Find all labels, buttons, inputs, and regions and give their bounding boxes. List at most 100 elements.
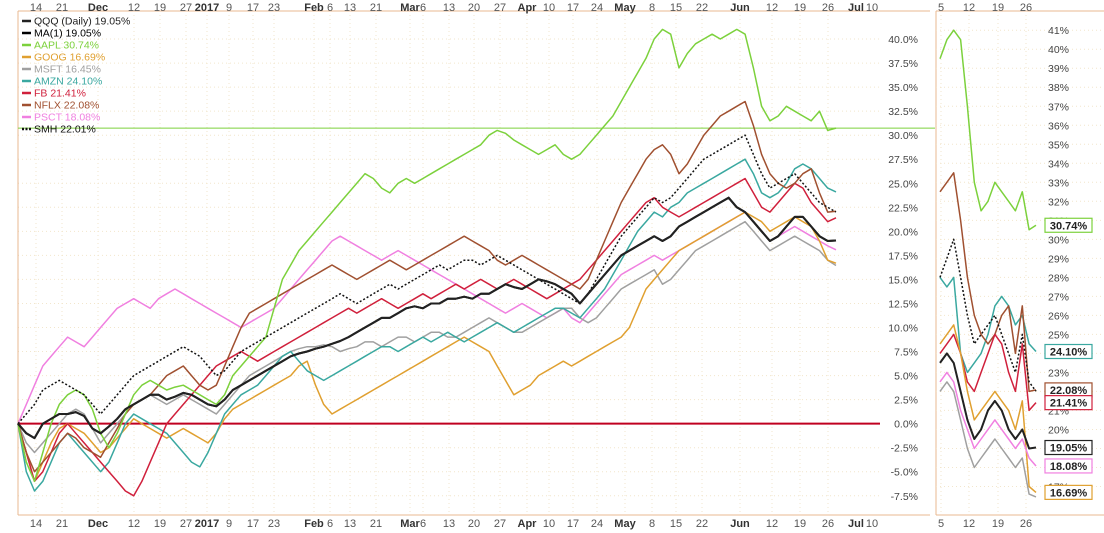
y-tick-label: 0.0%	[894, 419, 918, 431]
zoom-y-tick-label: 30%	[1048, 234, 1069, 246]
x-tick-label-top: 12	[128, 2, 140, 14]
zoom-y-tick-label: 35%	[1048, 139, 1069, 151]
x-tick-label-top: 19	[154, 2, 166, 14]
zoom-series-line-psct	[939, 371, 1037, 467]
x-tick-label-top: 13	[443, 2, 455, 14]
zoom-y-tick-label: 28%	[1048, 272, 1069, 284]
y-tick-label: 12.5%	[888, 298, 918, 310]
zoom-x-tick-label-bottom: 12	[963, 518, 975, 530]
zoom-x-tick-label-bottom: 26	[1020, 518, 1032, 530]
value-tag-label: 21.41%	[1050, 398, 1088, 410]
main-chart-panel: 40.0% 37.5% 35.0% 32.5% 30.0% 27.5% 25.0% 22.5%…	[17, 2, 935, 530]
x-tick-label-top: 17	[567, 2, 579, 14]
zoom-x-tick-label-top: 19	[992, 2, 1004, 14]
legend-item-amzn: AMZN 24.10%	[22, 76, 102, 88]
x-tick-label-bottom: Mar	[400, 518, 420, 530]
x-tick-label-bottom: 19	[154, 518, 166, 530]
y-tick-label: 35.0%	[888, 82, 918, 94]
value-tag-30-74: 30.74%	[1044, 217, 1093, 233]
x-tick-label-bottom: 27	[180, 518, 192, 530]
legend-item-fb: FB 21.41%	[22, 88, 86, 100]
zoom-y-tick-label: 33%	[1048, 177, 1069, 189]
x-tick-label-bottom: 6	[420, 518, 426, 530]
value-tag-label: 18.08%	[1050, 461, 1088, 473]
value-tag-label: 19.05%	[1050, 443, 1088, 455]
zoom-y-tick-label: 20%	[1048, 424, 1069, 436]
legend-item-goog: GOOG 16.69%	[22, 52, 105, 64]
zoom-y-tick-label: 23%	[1048, 367, 1069, 379]
x-tick-label-top: 12	[766, 2, 778, 14]
y-tick-label: 22.5%	[888, 202, 918, 214]
series-line-qqq	[17, 196, 837, 440]
value-tag-18-08: 18.08%	[1044, 458, 1093, 474]
x-tick-label-bottom: Feb	[304, 518, 324, 530]
x-tick-label-top: 13	[344, 2, 356, 14]
zoom-y-tick-label: 40%	[1048, 44, 1069, 56]
x-tick-label-bottom: 20	[468, 518, 480, 530]
x-tick-label-bottom: 21	[56, 518, 68, 530]
x-tick-label-top: 27	[180, 2, 192, 14]
series-line-nflx	[17, 100, 837, 473]
x-tick-label-bottom: 22	[696, 518, 708, 530]
y-tick-label: -2.5%	[891, 443, 918, 455]
x-tick-label-bottom: 26	[822, 518, 834, 530]
y-tick-label: 30.0%	[888, 130, 918, 142]
x-tick-label-bottom: 6	[327, 518, 333, 530]
x-tick-label-bottom: 24	[591, 518, 603, 530]
x-tick-label-bottom: 13	[443, 518, 455, 530]
x-tick-label-bottom: May	[614, 518, 636, 530]
x-tick-label-bottom: 23	[268, 518, 280, 530]
legend-item-smh: SMH 22.01%	[22, 124, 96, 136]
x-tick-label-top: 19	[794, 2, 806, 14]
x-tick-label-top: 20	[468, 2, 480, 14]
x-tick-label-top: Feb	[304, 2, 324, 14]
legend-item-psct: PSCT 18.08%	[22, 112, 100, 124]
zoom-y-tick-label: 38%	[1048, 82, 1069, 94]
y-tick-label: -7.5%	[891, 491, 918, 503]
x-tick-label-top: 2017	[195, 2, 219, 14]
legend-label: PSCT 18.08%	[34, 112, 100, 124]
x-tick-label-top: 6	[420, 2, 426, 14]
legend-label: AAPL 30.74%	[34, 40, 99, 52]
x-tick-label-bottom: 15	[670, 518, 682, 530]
series-line-msft	[17, 220, 837, 454]
value-tag-box	[1044, 343, 1093, 360]
zoom-series-line-goog	[939, 324, 1037, 493]
legend: QQQ (Daily) 19.05%MA(1) 19.05%AAPL 30.74…	[22, 16, 130, 136]
value-tag-22-08: 22.08%	[1044, 382, 1093, 398]
x-tick-label-bottom: 13	[344, 518, 356, 530]
zoom-y-tick-label: 26%	[1048, 310, 1069, 322]
x-tick-label-top: 10	[866, 2, 878, 14]
zoom-y-tick-label: 34%	[1048, 158, 1069, 170]
value-tag-21-41: 21.41%	[1044, 395, 1093, 411]
value-tag-box	[1044, 217, 1093, 233]
x-tick-label-top: Mar	[400, 2, 420, 14]
series-line-aapl	[17, 28, 837, 483]
zoom-x-tick-label-bottom: 5	[938, 518, 944, 530]
zoom-series-line-smh	[939, 238, 1037, 392]
x-tick-label-top: 23	[268, 2, 280, 14]
x-tick-label-bottom: Jul	[848, 518, 864, 530]
y-tick-label: -5.0%	[891, 467, 918, 479]
x-tick-label-bottom: Dec	[88, 518, 108, 530]
x-tick-label-top: 14	[30, 2, 42, 14]
value-tag-19-05: 19.05%	[1044, 439, 1093, 456]
legend-label: MA(1) 19.05%	[34, 28, 101, 40]
y-tick-label: 27.5%	[888, 154, 918, 166]
zoom-x-tick-label-top: 26	[1020, 2, 1032, 14]
legend-label: QQQ (Daily) 19.05%	[34, 16, 130, 28]
x-tick-label-bottom: Apr	[518, 518, 538, 530]
x-tick-label-top: Dec	[88, 2, 108, 14]
series-line-amzn	[17, 158, 837, 492]
x-tick-label-bottom: 10	[866, 518, 878, 530]
y-tick-label: 10.0%	[888, 323, 918, 335]
y-tick-label: 25.0%	[888, 178, 918, 190]
x-tick-label-bottom: 27	[494, 518, 506, 530]
zoom-y-tick-label: 27%	[1048, 291, 1069, 303]
legend-label: MSFT 16.45%	[34, 64, 101, 76]
zoom-series-line-msft	[939, 381, 1037, 498]
y-tick-label: 32.5%	[888, 106, 918, 118]
x-tick-label-bottom: 2017	[195, 518, 219, 530]
x-tick-label-top: 22	[696, 2, 708, 14]
x-tick-label-bottom: 17	[247, 518, 259, 530]
